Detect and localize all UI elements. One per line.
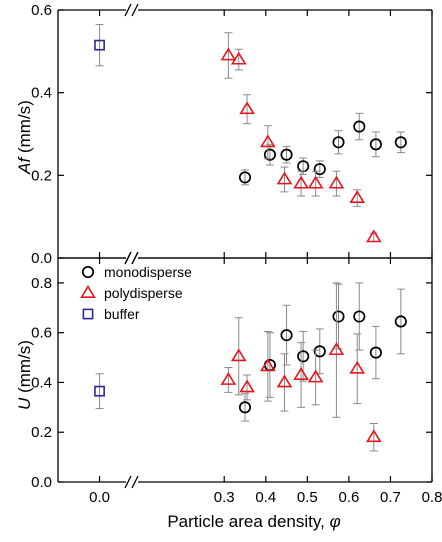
x-tick-label: 0.8 (422, 489, 442, 506)
bottom-polydisperse-point (276, 374, 293, 388)
x-tick-label: 0.0 (89, 489, 110, 506)
bottom-polydisperse-point (293, 367, 309, 380)
bottom-y-tick-label: 0.0 (31, 474, 52, 491)
bottom-polydisperse-point (260, 358, 276, 372)
bottom-y-tick-label: 0.6 (31, 325, 52, 342)
bottom-monodisperse-point (353, 310, 366, 323)
top-top-edge-break-slash (124, 3, 132, 17)
x-tick-label: 0.3 (214, 489, 235, 506)
bottom-monodisperse-point (394, 315, 407, 328)
bottom-buffer-point (94, 385, 105, 397)
top-buffer-point (94, 39, 105, 51)
bottom-polydisperse-point (366, 429, 382, 443)
legend-marker-buffer (82, 308, 94, 320)
top-top-edge-break-slash (131, 3, 139, 17)
top-monodisperse-point (332, 136, 345, 149)
top-y-axis-title: Af (mm/s) (15, 100, 34, 175)
legend-label-monodisperse: monodisperse (104, 264, 192, 280)
x-tick-label: 0.5 (297, 489, 318, 506)
top-monodisperse-point (313, 163, 326, 176)
legend-marker-monodisperse (81, 265, 95, 279)
bottom-polydisperse-point (239, 379, 255, 393)
bottom-monodisperse-point (280, 329, 293, 342)
bottom-monodisperse-point (332, 310, 345, 323)
bottom-monodisperse-point (238, 401, 252, 414)
top-polydisperse-point (230, 51, 247, 65)
x-axis-title: Particle area density, φ (167, 512, 340, 531)
bottom-y-axis-title: U (mm/s) (15, 340, 34, 410)
top-monodisperse-point (394, 136, 407, 149)
bottom-polydisperse-point (307, 369, 324, 383)
bottom-bottom-edge-break-slash (131, 475, 139, 489)
bottom-y-tick-label: 0.2 (31, 424, 52, 441)
bottom-panel: 0.0 0.2 0.4 0.6 0.8 0.0 0.3 0.4 0.5 0.6 0.7 0.8 (31, 251, 442, 506)
legend-marker-polydisperse (80, 285, 96, 298)
top-polydisperse-point (260, 134, 276, 148)
top-y-tick-label: 0.4 (31, 85, 52, 102)
top-polydisperse-point (276, 171, 293, 185)
bottom-polydisperse-point (328, 342, 345, 356)
top-monodisperse-point (263, 148, 276, 161)
top-polydisperse-point (307, 175, 324, 189)
bottom-top-edge-break-slash (131, 251, 139, 265)
bottom-polydisperse-point (220, 372, 237, 385)
bottom-monodisperse-point (313, 345, 326, 358)
legend-label-buffer: buffer (104, 306, 140, 322)
x-tick-label: 0.7 (380, 489, 401, 506)
top-y-tick-label: 0.2 (31, 167, 52, 184)
top-monodisperse-point (280, 148, 293, 161)
top-monodisperse-point (369, 138, 382, 151)
legend-label-polydisperse: polydisperse (104, 285, 183, 301)
top-monodisperse-point (238, 171, 252, 184)
top-polydisperse-point (239, 101, 255, 115)
top-polydisperse-point (328, 175, 345, 189)
top-monodisperse-point (353, 120, 366, 133)
bottom-monodisperse-point (297, 350, 310, 363)
bottom-monodisperse-point (369, 346, 382, 359)
top-y-tick-label: 0.6 (31, 2, 52, 19)
bottom-top-edge-break-slash (124, 251, 132, 265)
legend: monodisperse polydisperse buffer (80, 264, 192, 322)
bottom-bottom-edge-break-slash (124, 475, 132, 489)
top-panel: 0.0 0.2 0.4 0.6 (31, 2, 433, 267)
bottom-y-tick-label: 0.4 (31, 374, 52, 391)
top-polydisperse-point (293, 175, 309, 189)
top-polydisperse-point (349, 190, 366, 204)
x-tick-label: 0.4 (255, 489, 276, 506)
bottom-y-tick-label: 0.8 (31, 275, 52, 292)
bottom-polydisperse-point (230, 348, 247, 362)
x-tick-label: 0.6 (338, 489, 359, 506)
bottom-polydisperse-point (349, 360, 366, 374)
top-polydisperse-point (220, 47, 237, 61)
top-polydisperse-point (366, 229, 382, 243)
top-y-tick-label: 0.0 (31, 250, 52, 267)
